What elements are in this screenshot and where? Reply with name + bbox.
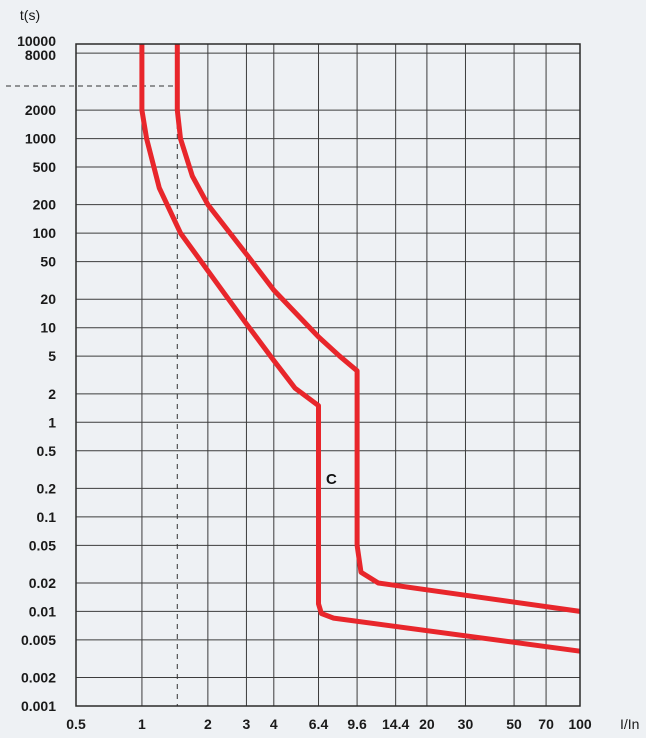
y-tick-label: 0.05: [29, 537, 56, 553]
x-tick-label: 50: [506, 716, 522, 732]
y-tick-label: 1: [48, 414, 56, 430]
x-tick-label: 6.4: [309, 716, 329, 732]
reference-lines: [6, 44, 178, 706]
x-axis-label: I/In: [620, 716, 639, 732]
y-tick-label: 10: [40, 320, 56, 336]
x-tick-label: 70: [538, 716, 554, 732]
y-tick-label: 20: [40, 291, 56, 307]
x-tick-label: 2: [204, 716, 212, 732]
y-tick-label: 0.2: [37, 480, 57, 496]
x-tick-label: 3: [243, 716, 251, 732]
x-tick-label: 30: [458, 716, 474, 732]
y-tick-label: 0.5: [37, 443, 57, 459]
plot-frame: [75, 43, 581, 707]
y-tick-label: 500: [33, 159, 57, 175]
y-tick-label: 2: [48, 386, 56, 402]
x-tick-label: 9.6: [347, 716, 367, 732]
y-tick-label: 0.001: [21, 698, 56, 714]
x-tick-label: 4: [270, 716, 278, 732]
x-tick-label: 14.4: [382, 716, 409, 732]
series-line-1: [139, 44, 581, 654]
curve-type-annotation: C: [326, 471, 337, 488]
y-tick-label: 0.005: [21, 632, 56, 648]
y-tick-label: 100: [33, 225, 57, 241]
y-tick-label: 0.1: [37, 509, 57, 525]
x-tick-label: 1: [138, 716, 146, 732]
x-tick-label: 20: [419, 716, 435, 732]
y-tick-label: 1000: [25, 131, 56, 147]
x-tick-labels: 0.5 1 2 3 4 6.4 9.6 14.4 20 30 50 70 100: [66, 716, 592, 732]
y-tick-label: 10000: [17, 33, 56, 49]
x-tick-label: 0.5: [66, 716, 86, 732]
y-tick-label: 200: [33, 197, 57, 213]
y-tick-label: 0.002: [21, 670, 56, 686]
series-line-2: [174, 44, 581, 614]
y-tick-label: 2000: [25, 102, 56, 118]
y-axis-label: t(s): [20, 7, 40, 23]
series-group: [139, 44, 581, 654]
y-tick-label: 0.01: [29, 603, 56, 619]
plot-border: [75, 43, 581, 707]
y-tick-label: 50: [40, 254, 56, 270]
y-tick-label: 0.02: [29, 575, 56, 591]
y-tick-label: 5: [48, 348, 56, 364]
y-tick-label: 8000: [25, 47, 56, 63]
x-tick-label: 100: [568, 716, 592, 732]
